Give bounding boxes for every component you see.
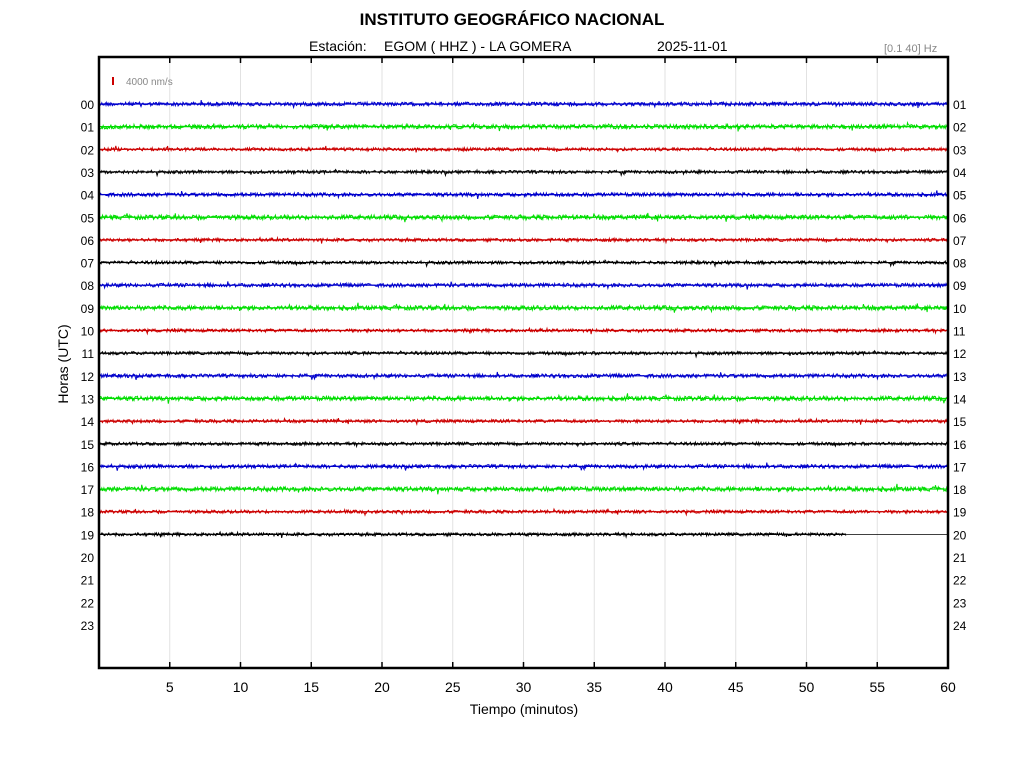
y-tick-label-right: 19 (953, 506, 967, 520)
scale-bar (112, 77, 114, 85)
y-tick-label-right: 03 (953, 143, 967, 157)
y-tick-label-left: 21 (81, 574, 95, 588)
y-tick-label-left: 12 (81, 370, 95, 384)
y-tick-label-right: 11 (953, 325, 966, 339)
x-tick-label: 15 (303, 679, 319, 695)
date-label: 2025-11-01 (657, 38, 728, 54)
y-tick-label-left: 00 (81, 98, 95, 112)
y-tick-label-left: 13 (81, 392, 95, 406)
y-tick-label-right: 20 (953, 528, 967, 542)
y-tick-label-left: 06 (81, 234, 95, 248)
y-tick-label-right: 05 (953, 189, 967, 203)
y-tick-label-right: 21 (953, 551, 967, 565)
y-tick-label-right: 02 (953, 121, 967, 135)
y-tick-label-right: 16 (953, 438, 967, 452)
x-tick-label: 20 (374, 679, 390, 695)
y-tick-label-left: 04 (81, 189, 95, 203)
station-label: Estación: (309, 38, 367, 54)
x-tick-label: 60 (940, 679, 956, 695)
y-tick-label-left: 22 (81, 596, 95, 610)
y-tick-label-right: 22 (953, 574, 967, 588)
y-tick-label-right: 12 (953, 347, 967, 361)
y-tick-label-right: 13 (953, 370, 967, 384)
y-tick-label-left: 11 (82, 347, 95, 361)
station-name: EGOM ( HHZ ) - LA GOMERA (384, 38, 572, 54)
y-tick-label-right: 08 (953, 257, 967, 271)
y-tick-label-right: 10 (953, 302, 967, 316)
x-tick-label: 5 (166, 679, 174, 695)
trace-hour-07 (98, 259, 948, 268)
y-tick-label-left: 19 (81, 528, 95, 542)
y-tick-label-right: 15 (953, 415, 967, 429)
y-tick-label-left: 07 (81, 257, 95, 271)
y-tick-label-right: 07 (953, 234, 967, 248)
x-axis-label: Tiempo (minutos) (470, 701, 578, 717)
x-tick-label: 35 (586, 679, 602, 695)
y-tick-label-right: 14 (953, 392, 967, 406)
y-tick-label-left: 15 (81, 438, 95, 452)
y-tick-label-left: 16 (81, 460, 95, 474)
trace-hour-06 (98, 235, 948, 245)
y-tick-label-left: 01 (81, 121, 95, 135)
y-tick-label-left: 10 (81, 325, 95, 339)
y-tick-label-right: 24 (953, 619, 967, 633)
y-tick-label-right: 06 (953, 211, 967, 225)
y-tick-label-left: 05 (81, 211, 95, 225)
y-tick-label-left: 02 (81, 143, 95, 157)
scale-label: 4000 nm/s (126, 77, 173, 88)
x-tick-label: 10 (233, 679, 249, 695)
x-tick-label: 55 (869, 679, 885, 695)
y-tick-label-left: 17 (81, 483, 95, 497)
trace-hour-19 (98, 530, 847, 539)
y-tick-label-left: 18 (81, 506, 95, 520)
y-tick-label-left: 03 (81, 166, 95, 180)
y-tick-label-right: 01 (953, 98, 967, 112)
chart-title: INSTITUTO GEOGRÁFICO NACIONAL (359, 10, 665, 29)
x-tick-label: 40 (657, 679, 673, 695)
y-tick-label-left: 23 (81, 619, 95, 633)
y-tick-label-right: 04 (953, 166, 967, 180)
x-tick-label: 30 (516, 679, 532, 695)
x-tick-label: 50 (799, 679, 815, 695)
x-tick-label: 25 (445, 679, 461, 695)
y-tick-label-right: 23 (953, 596, 967, 610)
y-axis-label: Horas (UTC) (55, 324, 71, 403)
trace-hour-05 (98, 212, 948, 223)
frequency-band: [0.1 40] Hz (884, 43, 938, 55)
y-tick-label-left: 08 (81, 279, 95, 293)
y-tick-label-left: 09 (81, 302, 95, 316)
y-tick-label-right: 17 (953, 460, 967, 474)
y-tick-label-right: 09 (953, 279, 967, 293)
y-tick-label-left: 20 (81, 551, 95, 565)
x-tick-label: 45 (728, 679, 744, 695)
y-tick-label-left: 14 (81, 415, 95, 429)
y-tick-label-right: 18 (953, 483, 967, 497)
